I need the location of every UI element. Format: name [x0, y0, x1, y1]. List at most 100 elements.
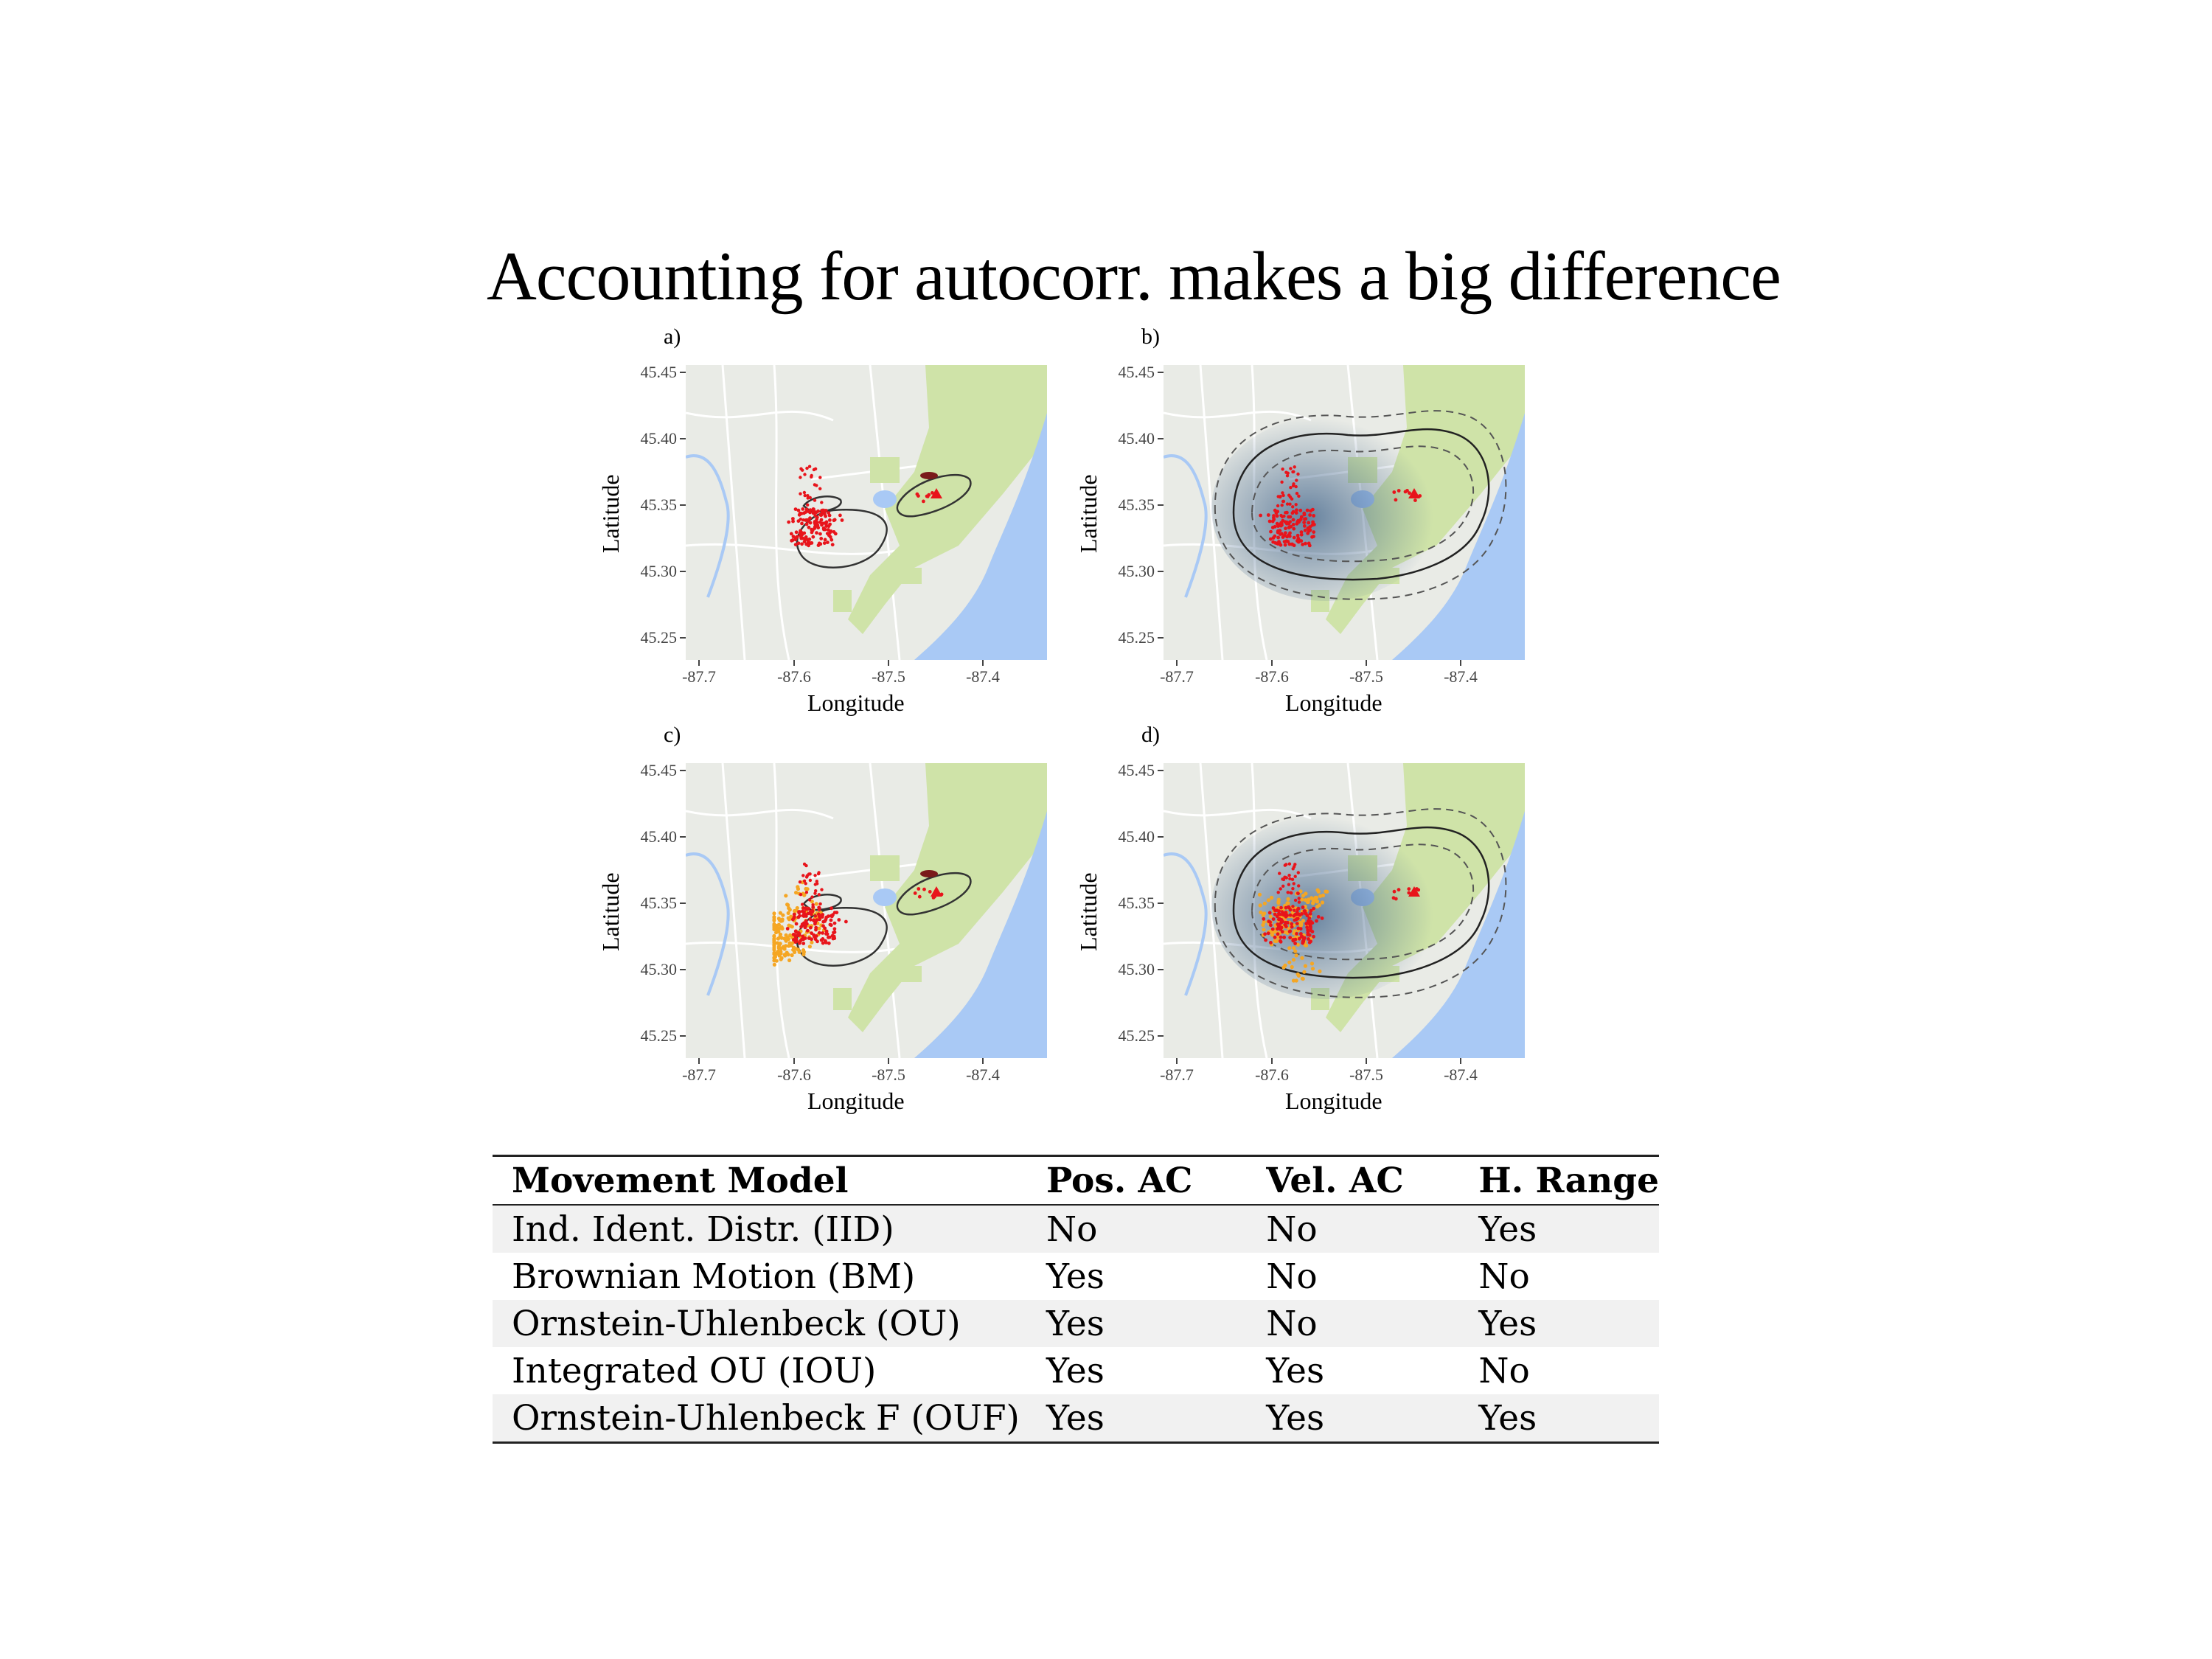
gps-point: [1271, 906, 1276, 910]
simulated-point: [772, 959, 776, 963]
simulated-point: [1262, 919, 1266, 924]
gps-point: [804, 912, 807, 917]
gps-point: [1269, 941, 1273, 945]
gps-point: [1302, 936, 1306, 940]
gps-point: [810, 937, 813, 942]
gps-point: [1413, 498, 1417, 502]
simulated-point: [1268, 914, 1273, 919]
y-tick-label: 45.25: [640, 628, 678, 647]
gps-point: [824, 521, 827, 525]
gps-point: [1302, 521, 1307, 524]
simulated-point: [814, 902, 818, 906]
simulated-point: [1325, 889, 1329, 894]
gps-point: [1296, 891, 1300, 895]
gps-point: [797, 910, 801, 914]
gps-point: [804, 882, 807, 886]
gps-point: [801, 942, 806, 945]
gps-point: [813, 483, 817, 487]
x-tick-label: -87.7: [1160, 1065, 1194, 1084]
gps-point: [1282, 935, 1286, 939]
gps-point: [1293, 898, 1298, 902]
gps-point: [801, 906, 805, 910]
gps-point: [830, 906, 833, 911]
simulated-point: [1286, 897, 1290, 901]
contour-blob: [920, 870, 938, 877]
simulated-point: [778, 911, 782, 915]
gps-point: [837, 918, 841, 922]
gps-point: [1308, 525, 1312, 529]
simulated-point: [1259, 910, 1263, 914]
gps-point: [1267, 911, 1272, 915]
gps-point: [818, 917, 821, 922]
gps-point: [804, 510, 807, 514]
simulated-point: [810, 940, 814, 945]
map-layer: [686, 763, 1047, 1058]
gps-point: [1275, 514, 1279, 518]
table-cell: Yes: [1046, 1256, 1105, 1297]
map-plot: [1158, 365, 1525, 666]
lower-ci-contour: [1251, 844, 1475, 961]
gps-point: [813, 526, 817, 530]
gps-point: [832, 934, 836, 939]
gps-point: [804, 891, 809, 894]
gps-point: [1263, 932, 1267, 936]
gps-point: [1305, 925, 1310, 930]
gps-point: [1279, 543, 1283, 547]
simulated-point: [1291, 978, 1296, 983]
gps-point: [817, 905, 821, 910]
gps-point: [1303, 528, 1307, 532]
y-tick-label: 45.25: [1118, 1026, 1155, 1045]
gps-point: [814, 928, 818, 932]
gps-point: [823, 919, 827, 923]
x-tick-label: -87.7: [682, 1065, 716, 1084]
gps-point: [1266, 931, 1270, 936]
gps-point: [1286, 471, 1290, 475]
x-tick-label: -87.5: [872, 667, 905, 686]
simulated-point: [1291, 958, 1296, 962]
gps-point: [808, 521, 813, 525]
gps-point: [829, 918, 833, 922]
gps-point: [818, 520, 822, 524]
gps-point: [832, 931, 835, 935]
forest-area: [900, 568, 922, 584]
gps-point: [816, 872, 821, 876]
gps-point: [800, 521, 804, 526]
gps-point: [799, 476, 802, 479]
gps-point: [917, 887, 921, 891]
simulated-point: [1294, 953, 1298, 958]
gps-point: [1285, 502, 1290, 506]
gps-point: [1269, 529, 1273, 534]
gps-point: [806, 496, 810, 500]
gps-point: [1281, 884, 1285, 888]
gps-point: [809, 925, 813, 930]
panel-letter: b): [1141, 324, 1160, 349]
gps-point: [1292, 470, 1295, 473]
gps-point: [1284, 876, 1288, 880]
gps-point: [928, 890, 932, 894]
gps-point: [1295, 492, 1299, 495]
gps-point: [1299, 530, 1304, 534]
simulated-point: [1274, 939, 1279, 943]
simulated-point: [772, 915, 776, 920]
gps-point: [1290, 542, 1295, 546]
gps-point: [922, 499, 925, 504]
gps-point: [1304, 922, 1309, 926]
gps-point: [818, 512, 822, 517]
table-cell: Integrated OU (IOU): [512, 1350, 877, 1391]
gps-point: [1295, 910, 1299, 914]
gps-point: [1297, 900, 1301, 904]
gps-point: [819, 537, 824, 540]
gps-point: [1272, 518, 1276, 521]
simulated-point: [794, 908, 799, 913]
simulated-point: [1293, 949, 1298, 953]
x-tick-label: -87.5: [1349, 1065, 1383, 1084]
simulated-point: [787, 958, 792, 962]
gps-point: [824, 524, 829, 528]
gps-point: [806, 503, 810, 507]
simulated-point: [787, 941, 792, 945]
gps-point: [1289, 891, 1293, 894]
gps-point: [804, 908, 808, 911]
gps-point: [826, 540, 830, 544]
gps-point: [810, 909, 815, 914]
gps-point: [820, 510, 824, 514]
